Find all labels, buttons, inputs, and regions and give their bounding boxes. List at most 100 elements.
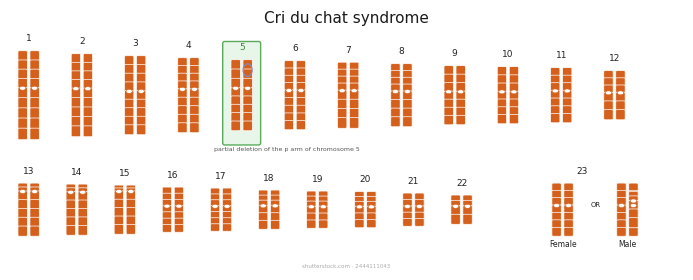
FancyBboxPatch shape [451, 195, 460, 202]
FancyBboxPatch shape [177, 114, 187, 124]
FancyBboxPatch shape [552, 205, 561, 214]
FancyBboxPatch shape [270, 195, 280, 202]
Text: 14: 14 [71, 168, 82, 177]
FancyBboxPatch shape [451, 214, 460, 224]
FancyBboxPatch shape [190, 58, 199, 67]
FancyBboxPatch shape [270, 190, 280, 197]
FancyBboxPatch shape [629, 220, 638, 229]
FancyBboxPatch shape [222, 200, 231, 207]
FancyBboxPatch shape [18, 187, 27, 192]
FancyBboxPatch shape [125, 99, 134, 109]
FancyBboxPatch shape [391, 71, 400, 79]
Ellipse shape [164, 204, 170, 208]
FancyBboxPatch shape [78, 200, 87, 210]
Text: Cri du chat syndrome: Cri du chat syndrome [263, 11, 428, 26]
FancyBboxPatch shape [367, 201, 376, 207]
FancyBboxPatch shape [337, 83, 347, 91]
FancyBboxPatch shape [629, 192, 638, 197]
FancyBboxPatch shape [137, 108, 146, 118]
FancyBboxPatch shape [629, 212, 638, 221]
Text: shutterstock.com · 2444111043: shutterstock.com · 2444111043 [302, 264, 390, 269]
FancyBboxPatch shape [391, 108, 400, 118]
Ellipse shape [511, 90, 517, 94]
FancyBboxPatch shape [349, 69, 359, 78]
Text: 3: 3 [132, 39, 138, 48]
FancyBboxPatch shape [629, 198, 638, 206]
FancyBboxPatch shape [211, 194, 220, 201]
FancyBboxPatch shape [30, 128, 40, 140]
FancyBboxPatch shape [552, 212, 561, 221]
FancyBboxPatch shape [190, 81, 199, 90]
FancyBboxPatch shape [564, 198, 573, 206]
FancyBboxPatch shape [498, 91, 507, 100]
Text: 22: 22 [456, 179, 467, 188]
FancyBboxPatch shape [563, 83, 572, 92]
FancyBboxPatch shape [550, 83, 560, 92]
FancyBboxPatch shape [306, 191, 316, 197]
FancyBboxPatch shape [177, 58, 187, 67]
FancyBboxPatch shape [177, 89, 187, 99]
Ellipse shape [605, 91, 612, 95]
FancyBboxPatch shape [190, 123, 199, 133]
Ellipse shape [260, 204, 266, 208]
Text: 19: 19 [312, 175, 323, 184]
FancyBboxPatch shape [18, 78, 27, 89]
FancyBboxPatch shape [629, 205, 638, 214]
Text: Male: Male [618, 239, 637, 249]
FancyBboxPatch shape [403, 64, 412, 72]
FancyBboxPatch shape [498, 99, 507, 108]
FancyBboxPatch shape [270, 205, 280, 214]
FancyBboxPatch shape [444, 99, 453, 109]
FancyBboxPatch shape [456, 99, 466, 109]
FancyBboxPatch shape [174, 187, 184, 195]
FancyBboxPatch shape [456, 91, 466, 101]
FancyBboxPatch shape [30, 200, 40, 210]
FancyBboxPatch shape [337, 108, 347, 119]
FancyBboxPatch shape [456, 107, 466, 117]
Ellipse shape [286, 88, 292, 92]
FancyBboxPatch shape [617, 220, 626, 229]
FancyBboxPatch shape [367, 220, 376, 228]
FancyBboxPatch shape [355, 192, 364, 198]
FancyBboxPatch shape [403, 193, 412, 201]
FancyBboxPatch shape [604, 71, 613, 79]
FancyBboxPatch shape [231, 60, 240, 70]
Text: 13: 13 [23, 167, 35, 176]
FancyBboxPatch shape [337, 62, 347, 71]
FancyBboxPatch shape [284, 121, 294, 130]
FancyBboxPatch shape [337, 99, 347, 110]
FancyBboxPatch shape [403, 71, 412, 79]
FancyBboxPatch shape [617, 220, 626, 229]
FancyBboxPatch shape [319, 206, 328, 214]
FancyBboxPatch shape [403, 117, 412, 127]
FancyBboxPatch shape [137, 73, 146, 83]
Ellipse shape [224, 204, 230, 208]
FancyBboxPatch shape [190, 89, 199, 99]
FancyBboxPatch shape [552, 220, 561, 229]
FancyBboxPatch shape [18, 208, 27, 219]
Ellipse shape [339, 89, 345, 93]
FancyBboxPatch shape [349, 62, 359, 71]
FancyBboxPatch shape [498, 107, 507, 116]
FancyBboxPatch shape [337, 69, 347, 78]
Ellipse shape [565, 204, 572, 207]
FancyBboxPatch shape [403, 99, 412, 109]
FancyBboxPatch shape [629, 196, 638, 202]
FancyBboxPatch shape [306, 196, 316, 202]
FancyBboxPatch shape [629, 190, 638, 199]
FancyBboxPatch shape [177, 73, 187, 82]
FancyBboxPatch shape [211, 212, 220, 219]
FancyBboxPatch shape [284, 83, 294, 91]
FancyBboxPatch shape [78, 208, 87, 218]
FancyBboxPatch shape [564, 183, 573, 192]
Text: 16: 16 [167, 171, 179, 180]
FancyBboxPatch shape [137, 125, 146, 135]
FancyBboxPatch shape [550, 114, 560, 123]
FancyBboxPatch shape [617, 227, 626, 236]
FancyBboxPatch shape [319, 196, 328, 202]
FancyBboxPatch shape [243, 60, 252, 70]
FancyBboxPatch shape [243, 121, 252, 131]
FancyBboxPatch shape [444, 66, 453, 76]
Text: partial deletion of the p arm of chromosome 5: partial deletion of the p arm of chromos… [213, 147, 360, 152]
FancyBboxPatch shape [66, 200, 76, 210]
